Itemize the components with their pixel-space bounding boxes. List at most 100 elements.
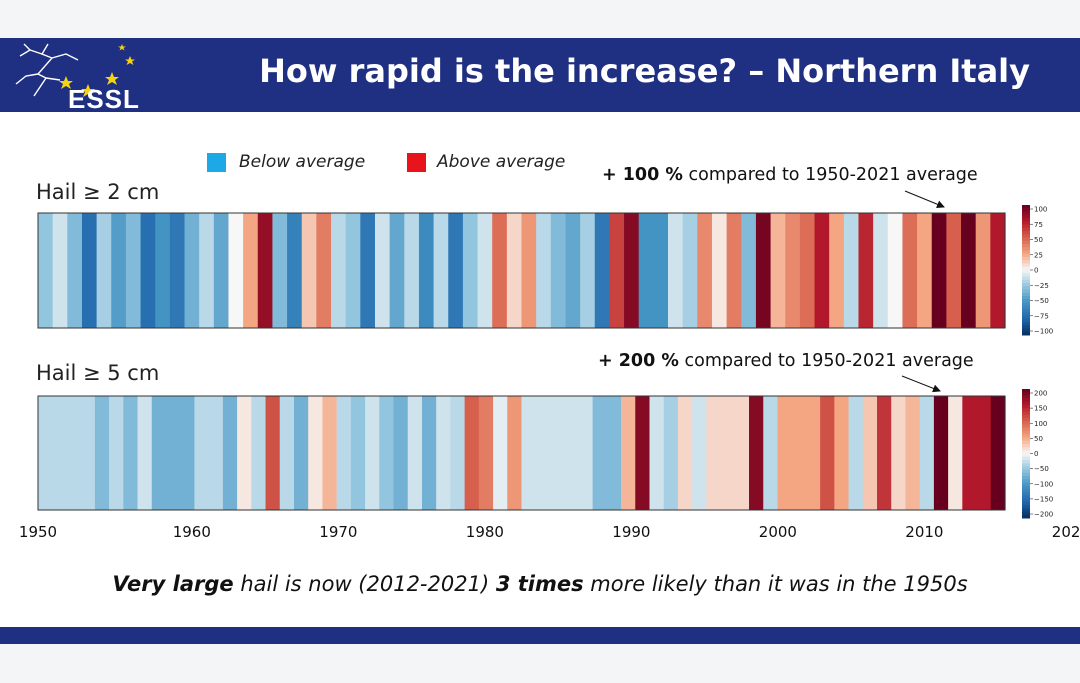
colorbar-segment <box>1022 418 1030 422</box>
annotation-5cm-text: compared to 1950-2021 average <box>678 351 974 371</box>
panel-title-2cm: Hail ≥ 2 cm <box>36 180 160 204</box>
stripe-1965 <box>251 396 267 510</box>
stripe-1973 <box>374 213 391 328</box>
annotation-arrow-2cm <box>904 190 945 209</box>
stripe-1963 <box>228 213 244 328</box>
stripe-1952 <box>66 396 82 510</box>
colorbar-segment <box>1022 227 1030 232</box>
caption-part4: more likely than it was in the 1950s <box>583 572 968 596</box>
colorbar-segment <box>1022 434 1030 438</box>
stripe-1994 <box>663 396 679 510</box>
colorbar-segment <box>1022 315 1030 320</box>
colorbar-segment <box>1022 292 1030 297</box>
annotation-arrow-5cm <box>901 375 941 393</box>
colorbar-segment <box>1022 488 1030 493</box>
colorbar-segment <box>1022 485 1030 490</box>
colorbar-segment <box>1022 440 1030 445</box>
lightning-icon <box>15 43 79 97</box>
stripe-1969 <box>308 396 324 510</box>
colorbar-segment <box>1022 208 1030 212</box>
stripe-1979 <box>462 213 479 328</box>
stripe-2011 <box>931 213 947 328</box>
stripe-1973 <box>365 396 380 510</box>
stripe-1997 <box>706 396 722 510</box>
stripe-1992 <box>635 396 651 510</box>
stripe-2017 <box>990 396 1006 510</box>
colorbar-segment <box>1022 398 1030 403</box>
stripe-1957 <box>137 396 153 510</box>
stripe-1988 <box>578 396 594 510</box>
colorbar-segment <box>1022 466 1030 471</box>
colorbar-segment <box>1022 492 1030 496</box>
stripe-1981 <box>478 396 494 510</box>
colorbar-segment <box>1022 302 1030 307</box>
stripe-1998 <box>741 213 757 328</box>
colorbar-tick-label: −200 <box>1034 511 1053 519</box>
stripe-1997 <box>726 213 742 328</box>
colorbar-tick-label: −50 <box>1034 465 1049 473</box>
stripe-1951 <box>52 396 68 510</box>
stripe-1991 <box>621 396 636 510</box>
stripe-1991 <box>638 213 654 328</box>
stripe-2006 <box>834 396 850 510</box>
stripe-1986 <box>549 396 565 510</box>
stripe-1966 <box>265 396 281 510</box>
colorbar-segment <box>1022 244 1030 248</box>
stripe-1958 <box>151 396 167 510</box>
colorbar-segment <box>1022 260 1030 264</box>
stripe-2007 <box>848 396 864 510</box>
stripe-2012 <box>919 396 935 510</box>
stripe-1985 <box>535 396 551 510</box>
colorbar-segment <box>1022 266 1030 271</box>
stars-icon <box>59 44 135 97</box>
stripe-1972 <box>350 396 366 510</box>
stripe-1960 <box>184 213 200 328</box>
colorbar-segment <box>1022 405 1030 409</box>
stripe-2016 <box>976 396 992 510</box>
colorbar-segment <box>1022 237 1030 242</box>
colorbar-segment <box>1022 495 1030 500</box>
stripe-1983 <box>507 396 523 510</box>
x-tick-label: 1980 <box>466 523 504 541</box>
colorbar-tick-label: 0 <box>1034 450 1038 458</box>
stripe-1970 <box>331 213 347 328</box>
stripe-1965 <box>257 213 274 328</box>
stripe-1956 <box>123 396 139 510</box>
header-bar <box>0 38 1080 112</box>
colorbar-segment <box>1022 469 1030 474</box>
colorbar-segment <box>1022 250 1030 255</box>
stripes-hail-5cm <box>38 396 1006 510</box>
stripe-2009 <box>902 213 918 328</box>
stripe-1971 <box>336 396 352 510</box>
stripe-1998 <box>720 396 736 510</box>
stripe-1974 <box>389 213 405 328</box>
stripe-2001 <box>785 213 801 328</box>
colorbar-segment <box>1022 286 1030 290</box>
colorbar-segment <box>1022 421 1030 425</box>
stripe-1974 <box>379 396 395 510</box>
colorbar-tick-label: 25 <box>1034 251 1043 259</box>
colorbar-segment <box>1022 437 1030 442</box>
colorbar-segment <box>1022 482 1030 487</box>
stripe-2004 <box>805 396 821 510</box>
annotation-2cm-text: compared to 1950-2021 average <box>682 165 978 185</box>
stripe-1963 <box>222 396 238 510</box>
stripe-1955 <box>111 213 127 328</box>
panel-frame-5cm <box>37 395 1006 511</box>
stripe-1975 <box>404 213 420 328</box>
stripe-1995 <box>697 213 713 328</box>
stripe-2006 <box>858 213 874 328</box>
stripe-2005 <box>820 396 835 510</box>
colorbar-tick-label: 200 <box>1034 390 1047 398</box>
colorbar-segment <box>1022 411 1030 416</box>
stripe-1953 <box>80 396 96 510</box>
slide-title: How rapid is the increase? – Northern It… <box>259 52 1030 90</box>
stripe-1972 <box>360 213 376 328</box>
panel-title-5cm: Hail ≥ 5 cm <box>36 361 160 385</box>
colorbar-tick-label: −100 <box>1034 328 1053 336</box>
colorbar-segment <box>1022 205 1030 209</box>
stripe-2000 <box>770 213 786 328</box>
stripe-1996 <box>711 213 728 328</box>
stripe-1980 <box>464 396 480 510</box>
